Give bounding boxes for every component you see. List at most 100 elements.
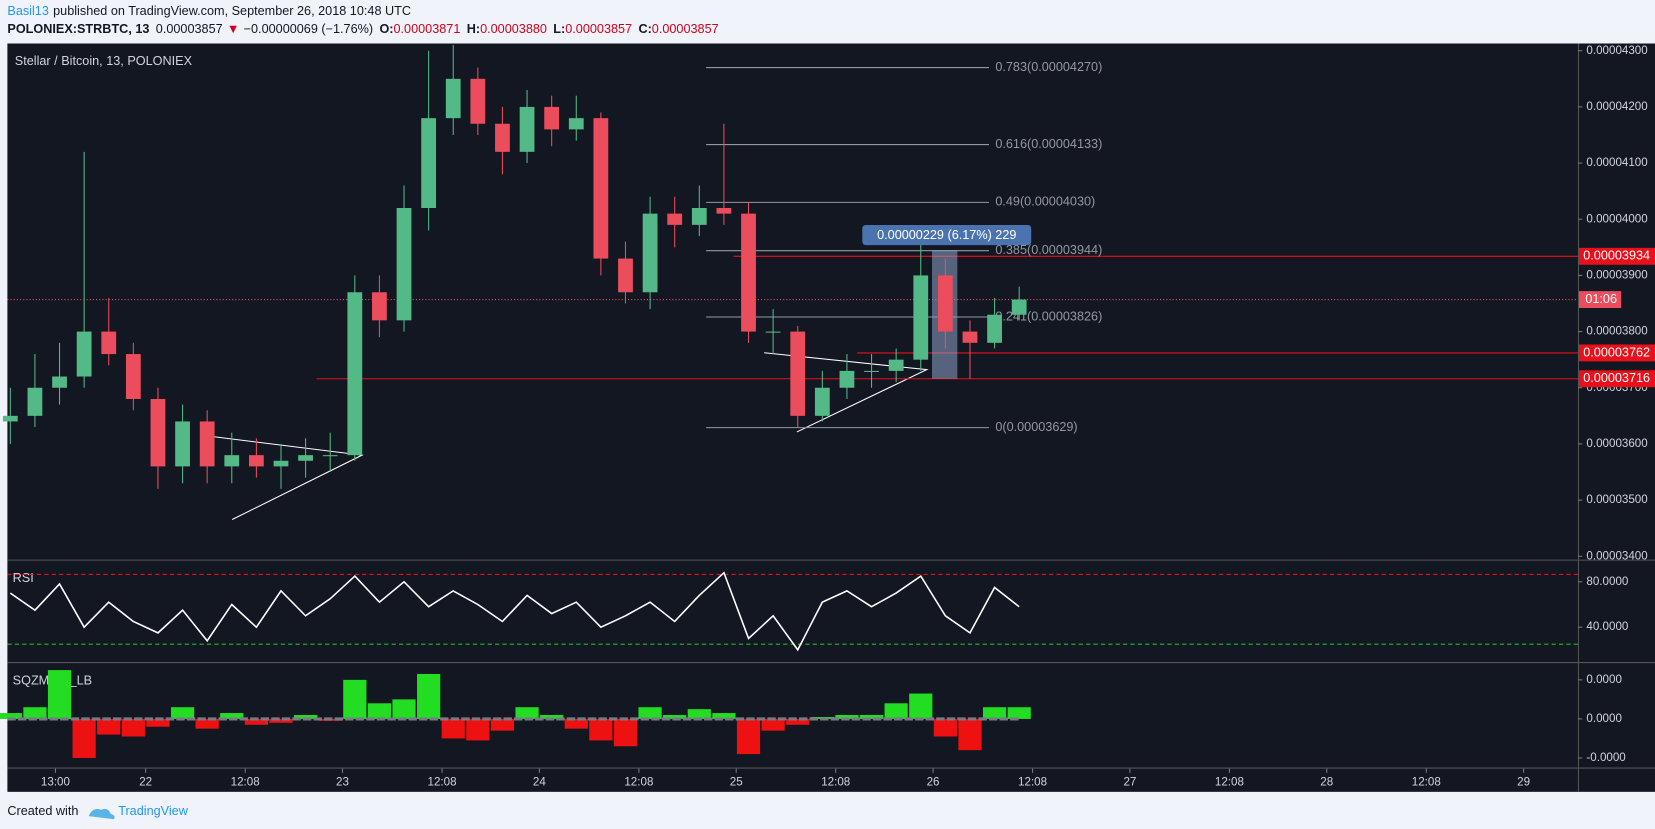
candle-body bbox=[396, 208, 412, 321]
l: 0.00003857 bbox=[565, 22, 632, 36]
candle-body bbox=[150, 398, 166, 467]
triangle bbox=[764, 352, 929, 433]
candle-body bbox=[568, 118, 584, 130]
momentum-bar bbox=[466, 718, 490, 741]
momentum-bar bbox=[220, 713, 244, 719]
y-tick-label: 0.00004000 bbox=[1586, 212, 1647, 225]
o: 0.00003871 bbox=[394, 22, 461, 36]
candle-body bbox=[667, 213, 683, 225]
candle-body bbox=[52, 376, 67, 388]
level-tag bbox=[1579, 344, 1655, 362]
o-label: O: bbox=[379, 22, 393, 36]
rsi-title: RSI bbox=[13, 571, 34, 585]
y-tick-label: 40.0000 bbox=[1586, 620, 1628, 633]
momentum-bar bbox=[441, 718, 465, 739]
momentum-bar bbox=[564, 718, 588, 729]
countdown-tag bbox=[1579, 291, 1622, 309]
x-tick-label: 22 bbox=[139, 775, 152, 788]
momentum-bar bbox=[540, 715, 564, 719]
level-tag-label: 0.00003762 bbox=[1583, 345, 1650, 359]
momentum-bar bbox=[663, 715, 687, 719]
x-tick-label: 13:00 bbox=[41, 775, 70, 788]
change: −0.00000069 (−1.76%) bbox=[244, 22, 373, 36]
candle-body bbox=[618, 258, 633, 293]
momentum-bar bbox=[195, 718, 219, 729]
author[interactable]: Basil13 bbox=[7, 4, 49, 18]
momentum-bar bbox=[269, 718, 293, 723]
candle-body bbox=[691, 208, 707, 225]
momentum-bar bbox=[72, 718, 96, 758]
countdown: 01:06 bbox=[1585, 292, 1617, 306]
candle-body bbox=[790, 331, 806, 416]
x-tick-label: 24 bbox=[533, 775, 546, 788]
candle-body bbox=[888, 359, 904, 371]
x-tick-label: 26 bbox=[927, 775, 940, 788]
candle-body bbox=[765, 331, 781, 333]
fib-label: 0.616(0.00004133) bbox=[995, 137, 1102, 151]
x-tick-label: 12:08 bbox=[624, 775, 653, 788]
momentum-bar bbox=[97, 718, 121, 735]
momentum-bar bbox=[736, 718, 761, 755]
momentum-bar bbox=[638, 707, 662, 719]
fib-label: 0.385(0.00003944) bbox=[995, 243, 1102, 257]
candle-body bbox=[347, 292, 363, 456]
momentum-bar bbox=[884, 703, 908, 719]
h-label: H: bbox=[467, 22, 480, 36]
x-tick-label: 23 bbox=[336, 775, 349, 788]
momentum-bar bbox=[786, 718, 810, 725]
h: 0.00003880 bbox=[480, 22, 547, 36]
rsi-line bbox=[9, 571, 1020, 652]
candle-body bbox=[101, 331, 117, 355]
y-tick-label: 0.00003600 bbox=[1586, 437, 1647, 450]
momentum-bar bbox=[687, 709, 711, 719]
logo bbox=[88, 808, 115, 820]
candle-body bbox=[913, 275, 929, 360]
symbol: POLONIEX:STRBTC, 13 bbox=[7, 22, 149, 36]
candle-body bbox=[76, 331, 92, 377]
candle-body bbox=[864, 370, 879, 372]
momentum-bar bbox=[47, 670, 72, 719]
candle-body bbox=[544, 106, 560, 130]
momentum-bar bbox=[613, 718, 638, 747]
level-tag bbox=[1579, 370, 1655, 388]
y-tick-label: 0.0000 bbox=[1586, 673, 1622, 686]
candle-body bbox=[741, 213, 756, 332]
momentum-bar bbox=[417, 674, 441, 719]
candle-body bbox=[642, 213, 658, 293]
candle-body bbox=[27, 387, 43, 416]
momentum-bar bbox=[712, 713, 736, 719]
candle-body bbox=[175, 421, 190, 467]
candle-body bbox=[372, 292, 387, 321]
momentum-bar bbox=[859, 715, 884, 719]
momentum-bar bbox=[367, 703, 392, 719]
candle-body bbox=[298, 455, 313, 461]
footer-brand[interactable]: TradingView bbox=[118, 804, 189, 818]
symbol-line: POLONIEX:STRBTC, 13 0.00003857 ▼ −0.0000006… bbox=[7, 22, 718, 36]
fib-label: 0.241(0.00003826) bbox=[995, 309, 1102, 323]
x-tick-label: 12:08 bbox=[1018, 775, 1047, 788]
momentum-bar bbox=[835, 715, 859, 719]
y-tick-label: 0.00003900 bbox=[1586, 268, 1647, 281]
level-tag bbox=[1579, 247, 1655, 265]
candle-body bbox=[716, 208, 732, 214]
y-tick-label: 0.0000 bbox=[1586, 712, 1622, 725]
x-tick-label: 28 bbox=[1320, 775, 1333, 788]
fib-label: 0(0.00003629) bbox=[995, 420, 1077, 434]
candle-body bbox=[322, 455, 338, 457]
chart-bg bbox=[7, 43, 1655, 792]
y-tick-label: 0.00004200 bbox=[1586, 100, 1647, 113]
momentum-bar bbox=[933, 718, 957, 737]
level-tag-label: 0.00003716 bbox=[1583, 371, 1650, 385]
candle-body bbox=[2, 415, 18, 422]
y-tick-label: 80.0000 bbox=[1586, 575, 1628, 588]
y-tick-label: 0.00003800 bbox=[1586, 325, 1647, 338]
footer-created: Created with bbox=[7, 804, 78, 818]
arrow: ▼ bbox=[227, 22, 240, 36]
fib-label: 0.49(0.00004030) bbox=[995, 195, 1095, 209]
candle-body bbox=[519, 106, 535, 152]
y-tick-label: 0.00004300 bbox=[1586, 44, 1647, 57]
momentum-bar bbox=[1007, 707, 1031, 719]
y-tick-label: -0.0000 bbox=[1586, 751, 1625, 764]
x-tick-label: 12:08 bbox=[1215, 775, 1244, 788]
